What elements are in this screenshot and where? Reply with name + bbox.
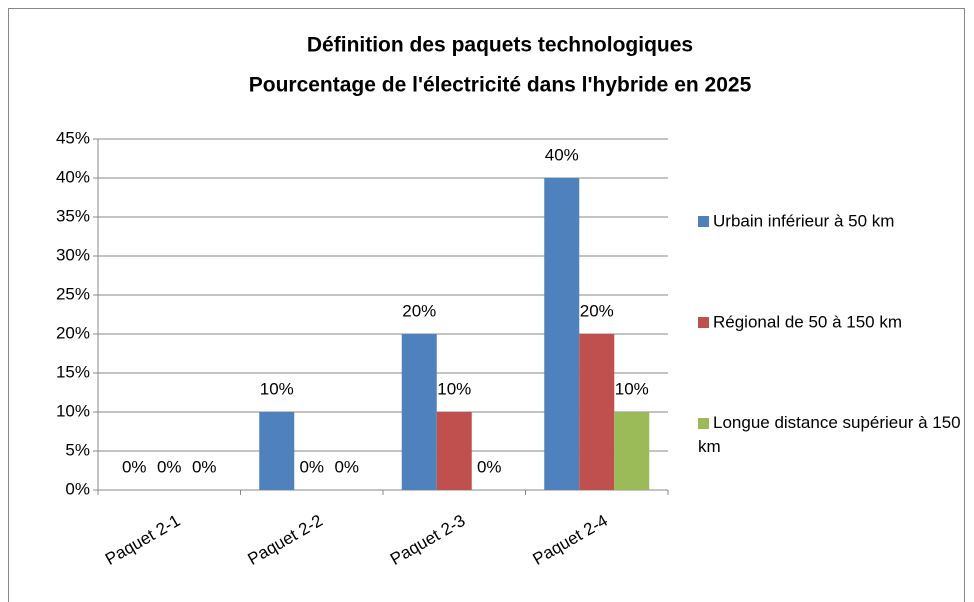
- value-label: 0%: [299, 457, 324, 476]
- chart-subtitle: Pourcentage de l'électricité dans l'hybr…: [249, 74, 752, 97]
- bar: [401, 334, 437, 490]
- y-tick-label: 20%: [56, 323, 90, 342]
- value-label: 0%: [157, 457, 182, 476]
- legend-label: Longue distance supérieur à 150 km: [698, 413, 961, 456]
- y-tick-label: 15%: [56, 362, 90, 381]
- bar: [544, 178, 580, 490]
- y-tick-label: 35%: [56, 206, 90, 225]
- legend-swatch: [698, 317, 709, 328]
- chart-border: [8, 8, 965, 602]
- value-label: 0%: [122, 457, 147, 476]
- value-label: 10%: [437, 379, 471, 398]
- value-label: 20%: [580, 301, 614, 320]
- chart-title: Définition des paquets technologiques: [307, 34, 693, 57]
- value-label: 20%: [402, 301, 436, 320]
- y-tick-label: 0%: [65, 479, 90, 498]
- bar: [436, 412, 472, 490]
- legend-label: Régional de 50 à 150 km: [713, 312, 902, 331]
- y-tick-label: 10%: [56, 401, 90, 420]
- value-label: 10%: [615, 379, 649, 398]
- value-label: 10%: [260, 379, 294, 398]
- y-tick-label: 40%: [56, 167, 90, 186]
- value-label: 0%: [477, 457, 502, 476]
- value-label: 40%: [545, 145, 579, 164]
- legend-swatch: [698, 216, 709, 227]
- bar: [579, 334, 615, 490]
- legend-swatch: [698, 418, 709, 429]
- value-label: 0%: [334, 457, 359, 476]
- y-tick-label: 5%: [65, 440, 90, 459]
- y-tick-label: 25%: [56, 284, 90, 303]
- y-tick-label: 30%: [56, 245, 90, 264]
- value-label: 0%: [192, 457, 217, 476]
- bar: [614, 412, 650, 490]
- legend-label: Urbain inférieur à 50 km: [713, 211, 894, 230]
- bar: [259, 412, 295, 490]
- y-tick-label: 45%: [56, 128, 90, 147]
